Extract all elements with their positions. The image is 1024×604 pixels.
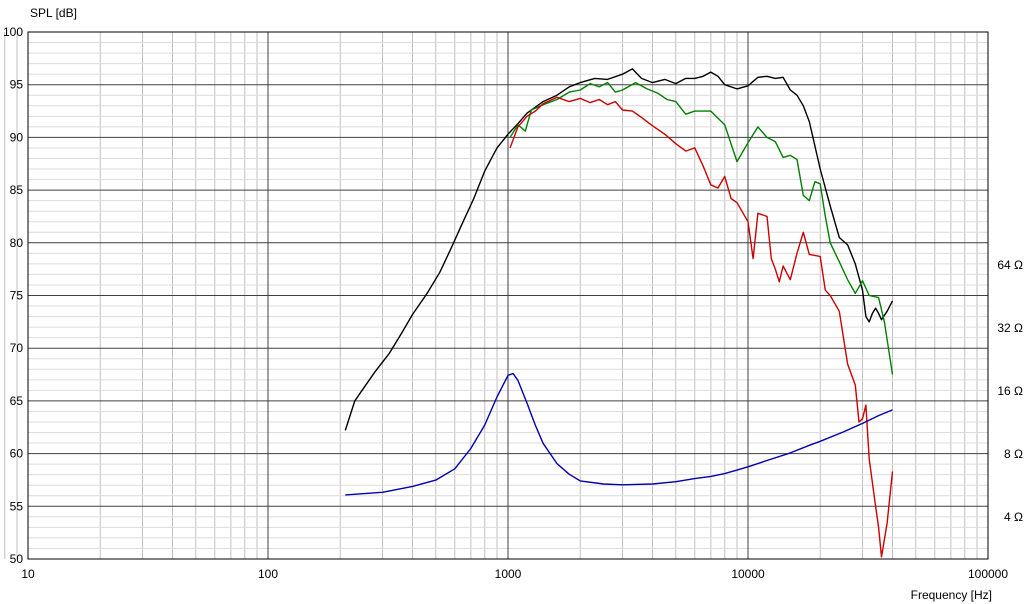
impedance-tick-label: 16 Ω (997, 384, 1023, 398)
y-tick-label: 85 (10, 183, 24, 197)
spl-curve-1 (344, 68, 894, 431)
y-tick-label: 80 (10, 236, 24, 250)
y-tick-labels: 50 55 60 65 70 75 80 85 90 95 100 (3, 25, 23, 566)
impedance-tick-labels: 4 Ω 8 Ω 16 Ω 32 Ω 64 Ω (997, 258, 1023, 524)
x-axis-title: Frequency [Hz] (911, 588, 992, 602)
curves (344, 68, 894, 558)
impedance-tick-label: 8 Ω (1004, 447, 1023, 461)
x-tick-label: 10000 (731, 567, 765, 581)
spl-curve-3 (509, 96, 894, 558)
x-tick-label: 100 (258, 567, 278, 581)
x-tick-labels: 10 100 1000 10000 100000 (21, 567, 1008, 581)
y-tick-label: 75 (10, 289, 24, 303)
y-tick-label: 70 (10, 341, 24, 355)
y-tick-label: 90 (10, 130, 24, 144)
x-tick-label: 1000 (495, 567, 522, 581)
y-tick-label: 95 (10, 78, 24, 92)
y-tick-label: 60 (10, 447, 24, 461)
y-tick-label: 55 (10, 499, 24, 513)
y-tick-label: 50 (10, 552, 24, 566)
spl-curve-2 (509, 81, 894, 375)
y-tick-label: 100 (3, 25, 23, 39)
y-tick-label: 65 (10, 394, 24, 408)
impedance-curve (345, 372, 893, 496)
impedance-tick-label: 64 Ω (997, 258, 1023, 272)
y-axis-title: SPL [dB] (30, 6, 77, 20)
plot-frame (27, 31, 989, 560)
grid (4, 32, 989, 559)
x-tick-label: 100000 (968, 567, 1008, 581)
x-tick-label: 10 (21, 567, 35, 581)
impedance-tick-label: 32 Ω (997, 321, 1023, 335)
impedance-tick-label: 4 Ω (1004, 510, 1023, 524)
